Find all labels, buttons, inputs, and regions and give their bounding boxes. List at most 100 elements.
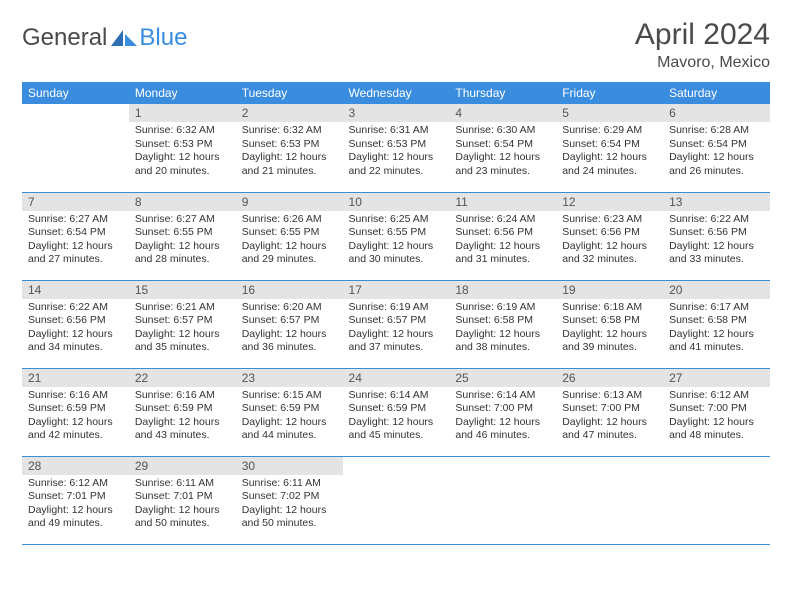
day-number: 2 [236, 104, 343, 122]
day-body: Sunrise: 6:32 AMSunset: 6:53 PMDaylight:… [129, 122, 236, 183]
day-number: 11 [449, 193, 556, 211]
day-body: Sunrise: 6:16 AMSunset: 6:59 PMDaylight:… [129, 387, 236, 448]
sunrise-line: Sunrise: 6:14 AM [455, 389, 550, 403]
day-body: Sunrise: 6:21 AMSunset: 6:57 PMDaylight:… [129, 299, 236, 360]
sunrise-line: Sunrise: 6:12 AM [28, 477, 123, 491]
calendar-cell [343, 456, 450, 544]
calendar-cell: 7Sunrise: 6:27 AMSunset: 6:54 PMDaylight… [22, 192, 129, 280]
sunrise-line: Sunrise: 6:11 AM [135, 477, 230, 491]
day-body: Sunrise: 6:12 AMSunset: 7:00 PMDaylight:… [663, 387, 770, 448]
calendar-week: 7Sunrise: 6:27 AMSunset: 6:54 PMDaylight… [22, 192, 770, 280]
day-number: 14 [22, 281, 129, 299]
calendar-cell: 13Sunrise: 6:22 AMSunset: 6:56 PMDayligh… [663, 192, 770, 280]
calendar-cell [22, 104, 129, 192]
sunset-line: Sunset: 7:01 PM [28, 490, 123, 504]
sunrise-line: Sunrise: 6:19 AM [455, 301, 550, 315]
daylight-line: Daylight: 12 hours and 39 minutes. [562, 328, 657, 355]
calendar-week: 1Sunrise: 6:32 AMSunset: 6:53 PMDaylight… [22, 104, 770, 192]
daylight-line: Daylight: 12 hours and 21 minutes. [242, 151, 337, 178]
sunset-line: Sunset: 7:00 PM [562, 402, 657, 416]
sunset-line: Sunset: 6:56 PM [669, 226, 764, 240]
day-number: 15 [129, 281, 236, 299]
calendar-cell: 8Sunrise: 6:27 AMSunset: 6:55 PMDaylight… [129, 192, 236, 280]
day-number: 29 [129, 457, 236, 475]
sunrise-line: Sunrise: 6:20 AM [242, 301, 337, 315]
day-number: 19 [556, 281, 663, 299]
day-number: 25 [449, 369, 556, 387]
sunset-line: Sunset: 6:53 PM [242, 138, 337, 152]
sunset-line: Sunset: 6:56 PM [455, 226, 550, 240]
brand-part2: Blue [139, 24, 187, 52]
day-body: Sunrise: 6:17 AMSunset: 6:58 PMDaylight:… [663, 299, 770, 360]
sunset-line: Sunset: 6:53 PM [135, 138, 230, 152]
day-body: Sunrise: 6:26 AMSunset: 6:55 PMDaylight:… [236, 211, 343, 272]
day-body: Sunrise: 6:32 AMSunset: 6:53 PMDaylight:… [236, 122, 343, 183]
sunset-line: Sunset: 6:56 PM [562, 226, 657, 240]
logo-sail-icon [111, 28, 137, 48]
dayname-wed: Wednesday [343, 82, 450, 104]
calendar-cell: 19Sunrise: 6:18 AMSunset: 6:58 PMDayligh… [556, 280, 663, 368]
day-number: 9 [236, 193, 343, 211]
day-number: 21 [22, 369, 129, 387]
sunrise-line: Sunrise: 6:14 AM [349, 389, 444, 403]
calendar-cell [556, 456, 663, 544]
sunset-line: Sunset: 6:58 PM [669, 314, 764, 328]
sunset-line: Sunset: 7:01 PM [135, 490, 230, 504]
sunrise-line: Sunrise: 6:27 AM [28, 213, 123, 227]
day-body: Sunrise: 6:24 AMSunset: 6:56 PMDaylight:… [449, 211, 556, 272]
dayname-sun: Sunday [22, 82, 129, 104]
calendar-cell: 25Sunrise: 6:14 AMSunset: 7:00 PMDayligh… [449, 368, 556, 456]
calendar-week: 28Sunrise: 6:12 AMSunset: 7:01 PMDayligh… [22, 456, 770, 544]
day-number: 6 [663, 104, 770, 122]
daylight-line: Daylight: 12 hours and 42 minutes. [28, 416, 123, 443]
day-body: Sunrise: 6:13 AMSunset: 7:00 PMDaylight:… [556, 387, 663, 448]
day-number: 4 [449, 104, 556, 122]
day-number: 20 [663, 281, 770, 299]
daylight-line: Daylight: 12 hours and 29 minutes. [242, 240, 337, 267]
day-number: 17 [343, 281, 450, 299]
dayname-tue: Tuesday [236, 82, 343, 104]
calendar-cell: 20Sunrise: 6:17 AMSunset: 6:58 PMDayligh… [663, 280, 770, 368]
day-number: 18 [449, 281, 556, 299]
day-body: Sunrise: 6:20 AMSunset: 6:57 PMDaylight:… [236, 299, 343, 360]
calendar-cell: 26Sunrise: 6:13 AMSunset: 7:00 PMDayligh… [556, 368, 663, 456]
sunrise-line: Sunrise: 6:13 AM [562, 389, 657, 403]
dayname-fri: Friday [556, 82, 663, 104]
sunset-line: Sunset: 6:53 PM [349, 138, 444, 152]
daylight-line: Daylight: 12 hours and 34 minutes. [28, 328, 123, 355]
daylight-line: Daylight: 12 hours and 32 minutes. [562, 240, 657, 267]
location-label: Mavoro, Mexico [635, 54, 770, 72]
sunset-line: Sunset: 6:54 PM [455, 138, 550, 152]
calendar-week: 21Sunrise: 6:16 AMSunset: 6:59 PMDayligh… [22, 368, 770, 456]
day-body: Sunrise: 6:25 AMSunset: 6:55 PMDaylight:… [343, 211, 450, 272]
day-body: Sunrise: 6:28 AMSunset: 6:54 PMDaylight:… [663, 122, 770, 183]
day-body: Sunrise: 6:14 AMSunset: 6:59 PMDaylight:… [343, 387, 450, 448]
calendar-cell: 24Sunrise: 6:14 AMSunset: 6:59 PMDayligh… [343, 368, 450, 456]
brand-logo: General Blue [22, 18, 187, 52]
calendar-cell: 18Sunrise: 6:19 AMSunset: 6:58 PMDayligh… [449, 280, 556, 368]
day-body: Sunrise: 6:27 AMSunset: 6:54 PMDaylight:… [22, 211, 129, 272]
calendar-cell: 15Sunrise: 6:21 AMSunset: 6:57 PMDayligh… [129, 280, 236, 368]
day-body: Sunrise: 6:30 AMSunset: 6:54 PMDaylight:… [449, 122, 556, 183]
sunset-line: Sunset: 6:59 PM [135, 402, 230, 416]
calendar-table: Sunday Monday Tuesday Wednesday Thursday… [22, 82, 770, 545]
sunset-line: Sunset: 6:55 PM [135, 226, 230, 240]
day-body: Sunrise: 6:22 AMSunset: 6:56 PMDaylight:… [663, 211, 770, 272]
day-body: Sunrise: 6:16 AMSunset: 6:59 PMDaylight:… [22, 387, 129, 448]
daylight-line: Daylight: 12 hours and 45 minutes. [349, 416, 444, 443]
day-number: 13 [663, 193, 770, 211]
calendar-cell: 11Sunrise: 6:24 AMSunset: 6:56 PMDayligh… [449, 192, 556, 280]
calendar-week: 14Sunrise: 6:22 AMSunset: 6:56 PMDayligh… [22, 280, 770, 368]
sunset-line: Sunset: 6:58 PM [562, 314, 657, 328]
sunset-line: Sunset: 6:54 PM [562, 138, 657, 152]
day-body: Sunrise: 6:23 AMSunset: 6:56 PMDaylight:… [556, 211, 663, 272]
daylight-line: Daylight: 12 hours and 30 minutes. [349, 240, 444, 267]
day-number: 27 [663, 369, 770, 387]
day-number: 3 [343, 104, 450, 122]
daylight-line: Daylight: 12 hours and 20 minutes. [135, 151, 230, 178]
sunrise-line: Sunrise: 6:21 AM [135, 301, 230, 315]
sunrise-line: Sunrise: 6:23 AM [562, 213, 657, 227]
brand-part1: General [22, 24, 107, 52]
sunset-line: Sunset: 7:00 PM [455, 402, 550, 416]
sunset-line: Sunset: 6:56 PM [28, 314, 123, 328]
